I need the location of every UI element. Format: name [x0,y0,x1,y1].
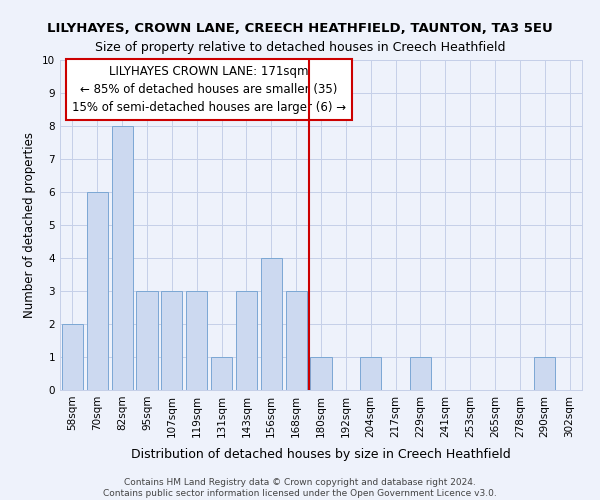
Bar [112,126,133,390]
Bar [261,258,282,390]
Y-axis label: Number of detached properties: Number of detached properties [23,132,37,318]
X-axis label: Distribution of detached houses by size in Creech Heathfield: Distribution of detached houses by size … [131,448,511,461]
Text: LILYHAYES CROWN LANE: 171sqm
← 85% of detached houses are smaller (35)
15% of se: LILYHAYES CROWN LANE: 171sqm ← 85% of de… [72,65,346,114]
Bar [136,291,158,390]
Bar [534,357,555,390]
Bar [410,357,431,390]
Bar [310,357,332,390]
Bar [286,291,307,390]
Text: Size of property relative to detached houses in Creech Heathfield: Size of property relative to detached ho… [95,41,505,54]
Bar [236,291,257,390]
Bar [186,291,207,390]
Bar [161,291,182,390]
Bar [211,357,232,390]
Text: LILYHAYES, CROWN LANE, CREECH HEATHFIELD, TAUNTON, TA3 5EU: LILYHAYES, CROWN LANE, CREECH HEATHFIELD… [47,22,553,36]
Bar [62,324,83,390]
Bar [360,357,381,390]
Text: Contains HM Land Registry data © Crown copyright and database right 2024.
Contai: Contains HM Land Registry data © Crown c… [103,478,497,498]
Bar [87,192,108,390]
